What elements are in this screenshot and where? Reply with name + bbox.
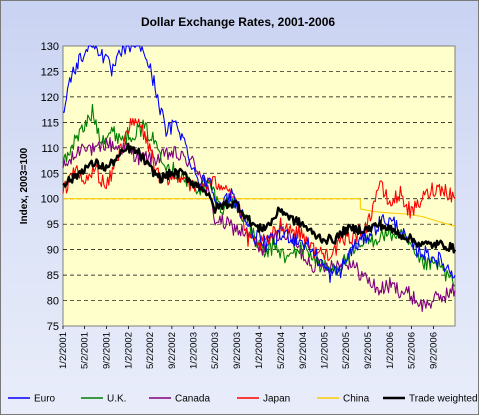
series-line-uk [62, 103, 456, 287]
y-tick-label: 120 [41, 92, 59, 104]
series-line-trade [62, 142, 457, 254]
y-tick-label: 130 [41, 41, 59, 53]
x-tick-label: 1/2/2006 [385, 332, 396, 369]
y-tick-label: 85 [47, 270, 59, 282]
y-axis-label: Index, 2003=100 [19, 147, 30, 224]
legend-label-euro: Euro [34, 394, 56, 405]
chart-title: Dollar Exchange Rates, 2001-2006 [141, 15, 335, 29]
x-tick-label: 5/2/2002 [145, 332, 156, 369]
legend-label-trade: Trade weighted [409, 394, 478, 405]
y-tick-label: 100 [41, 194, 59, 206]
x-tick-label: 5/2/2001 [79, 332, 90, 369]
x-tick-label: 5/2/2006 [406, 332, 417, 369]
legend-label-china: China [343, 394, 370, 405]
x-axis-ticks: 1/2/2001 5/2/2001 9/2/2001 1/2/2002 5/2/2002… [58, 326, 440, 369]
x-tick-label: 9/2/2001 [102, 332, 113, 369]
x-tick-label: 5/2/2003 [210, 332, 221, 369]
y-tick-label: 110 [41, 143, 59, 155]
series-line-japan [62, 117, 456, 262]
y-tick-label: 75 [47, 321, 59, 333]
x-tick-label: 1/2/2002 [123, 332, 134, 369]
x-tick-label: 9/2/2005 [363, 332, 374, 369]
x-tick-label: 9/2/2003 [232, 332, 243, 369]
x-tick-label: 1/2/2003 [189, 332, 200, 369]
y-tick-label: 115 [41, 117, 59, 129]
x-tick-label: 1/2/2004 [254, 332, 265, 369]
y-axis-ticks: 75 80 85 90 95 100 105 110 115 120 125 130 [41, 41, 59, 333]
legend-label-japan: Japan [263, 394, 290, 405]
x-tick-label: 5/2/2005 [341, 332, 352, 369]
series-line-china [63, 198, 456, 227]
x-tick-label: 9/2/2006 [429, 332, 440, 369]
legend-label-uk: U.K. [107, 394, 126, 405]
y-tick-label: 90 [47, 245, 59, 257]
y-tick-label: 80 [47, 296, 59, 308]
legend-label-canada: Canada [175, 394, 210, 405]
y-tick-label: 125 [41, 66, 59, 78]
x-tick-label: 1/2/2005 [320, 332, 331, 369]
x-tick-label: 1/2/2001 [58, 332, 69, 369]
legend: Euro U.K. Canada Japan China Trade weighted [8, 394, 478, 405]
x-tick-label: 9/2/2002 [167, 332, 178, 369]
x-tick-label: 9/2/2004 [298, 332, 309, 369]
series-lines [62, 45, 457, 313]
x-tick-label: 5/2/2004 [276, 332, 287, 369]
y-tick-label: 95 [47, 219, 59, 231]
y-tick-label: 105 [41, 168, 59, 180]
